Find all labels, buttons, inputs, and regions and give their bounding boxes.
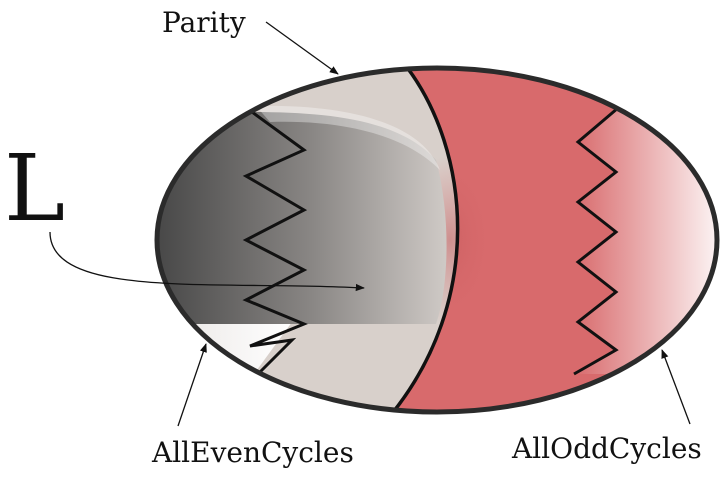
all-odd-cycles-label: AllOddCycles	[511, 432, 702, 465]
language-label: L	[4, 135, 65, 242]
language-region	[157, 106, 447, 324]
parity-ellipse-outline	[154, 65, 720, 415]
all-even-cycles-arrow	[177, 343, 207, 427]
parity-ellipse-fill	[157, 68, 717, 412]
all-odd-cycles-arrow	[661, 349, 691, 425]
parity-label: Parity	[162, 6, 246, 39]
even-cycles-zigzag	[242, 110, 308, 378]
language-region-highlight	[256, 105, 440, 170]
parity-arrow	[265, 21, 339, 75]
odd-cycles-zigzag	[573, 106, 619, 376]
parity-divider	[388, 68, 460, 412]
language-arrow	[49, 231, 365, 292]
all-even-cycles-label: AllEvenCycles	[151, 436, 354, 469]
